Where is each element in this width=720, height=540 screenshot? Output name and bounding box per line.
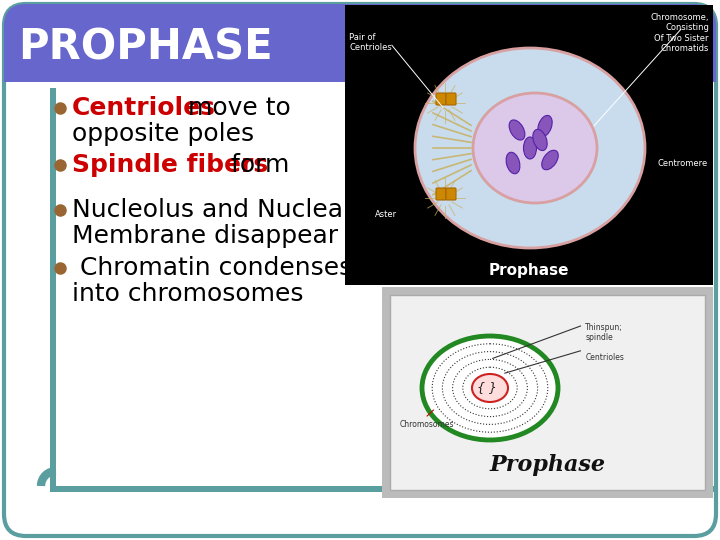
Text: opposite poles: opposite poles bbox=[72, 122, 254, 146]
Ellipse shape bbox=[506, 152, 520, 174]
Text: PROPHASE: PROPHASE bbox=[18, 27, 273, 69]
Text: into chromosomes: into chromosomes bbox=[72, 282, 304, 306]
Text: Nucleolus and Nuclear: Nucleolus and Nuclear bbox=[72, 198, 354, 222]
Text: Membrane disappear: Membrane disappear bbox=[72, 224, 338, 248]
Ellipse shape bbox=[541, 150, 558, 170]
Bar bbox=[50, 486, 716, 492]
Bar bbox=[50, 88, 56, 488]
Ellipse shape bbox=[538, 116, 552, 137]
Bar bbox=[4, 55, 716, 82]
FancyBboxPatch shape bbox=[4, 4, 716, 82]
FancyBboxPatch shape bbox=[446, 93, 456, 105]
Ellipse shape bbox=[472, 374, 508, 402]
Ellipse shape bbox=[533, 130, 547, 151]
Text: Centromere: Centromere bbox=[658, 159, 708, 167]
Text: Prophase: Prophase bbox=[490, 454, 606, 476]
Bar bbox=[382, 287, 713, 498]
Ellipse shape bbox=[415, 48, 645, 248]
Text: Chromosomes: Chromosomes bbox=[400, 420, 454, 429]
Text: { }: { } bbox=[477, 381, 497, 395]
Ellipse shape bbox=[422, 336, 558, 440]
Ellipse shape bbox=[473, 93, 597, 203]
Text: Thinspun;
spindle: Thinspun; spindle bbox=[585, 323, 623, 342]
Text: Aster: Aster bbox=[375, 210, 397, 219]
Text: Prophase: Prophase bbox=[489, 264, 570, 279]
Text: Centrioles: Centrioles bbox=[72, 96, 216, 120]
Bar bbox=[345, 5, 713, 285]
Text: Pair of
Centrioles: Pair of Centrioles bbox=[349, 33, 392, 52]
Text: form: form bbox=[223, 153, 289, 177]
Text: Centrioles: Centrioles bbox=[585, 353, 624, 362]
FancyBboxPatch shape bbox=[436, 93, 446, 105]
FancyBboxPatch shape bbox=[4, 4, 716, 536]
Bar bbox=[390, 295, 705, 490]
Ellipse shape bbox=[523, 137, 536, 159]
Ellipse shape bbox=[509, 120, 525, 140]
FancyBboxPatch shape bbox=[436, 188, 446, 200]
Text: Spindle fibers: Spindle fibers bbox=[72, 153, 268, 177]
Text: Chromatin condenses: Chromatin condenses bbox=[72, 256, 352, 280]
Text: Chromosome,
Consisting
Of Two Sister
Chromatids: Chromosome, Consisting Of Two Sister Chr… bbox=[650, 13, 709, 53]
Text: move to: move to bbox=[180, 96, 291, 120]
FancyBboxPatch shape bbox=[446, 188, 456, 200]
